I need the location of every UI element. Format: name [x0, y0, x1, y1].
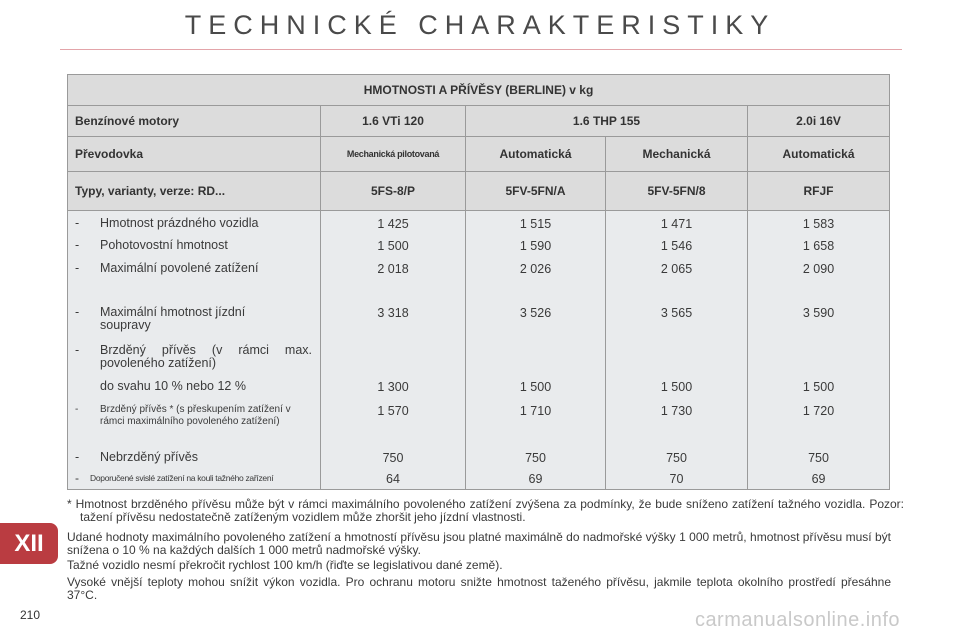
row-dash: - [75, 237, 80, 252]
table-cell: 70 [669, 471, 684, 486]
row-label-text: Brzděný přívěs * (s přeskupením zatížení… [100, 403, 291, 427]
row-label: - Nebrzděný přívěs [68, 449, 320, 464]
table-cell: 1 730 [660, 403, 693, 418]
table-row: - Brzděný přívěs * (s přeskupením zatížen… [67, 400, 891, 447]
transmission-header: Automatická [465, 136, 606, 172]
table-cell: 2 090 [802, 261, 835, 276]
table-cell: 2 065 [660, 261, 693, 276]
table-cell: 1 300 [377, 379, 409, 394]
transmission-header: Automatická [746, 136, 891, 172]
table-cell: 64 [386, 471, 400, 486]
transmission-header: Mechanická [605, 136, 748, 172]
row-label-text: do svahu 10 % nebo 12 % [100, 378, 246, 393]
transmission-label: Převodovka [67, 136, 321, 172]
row-label-text: Hmotnost prázdného vozidla [100, 216, 259, 230]
table-cell: 1 515 [519, 217, 552, 231]
table-cell: 750 [525, 450, 546, 465]
table-cell: 1 590 [519, 238, 552, 253]
table-cell: 750 [808, 450, 829, 465]
row-dash: - [75, 470, 79, 485]
engine-row: Benzínové motory 1.6 VTi 120 1.6 THP 155… [67, 105, 891, 137]
row-dash: - [75, 260, 80, 275]
table-cell: 3 565 [660, 305, 693, 320]
table-row: - Nebrzděný přívěs 750 750 750 750 [67, 446, 891, 468]
row-label: do svahu 10 % nebo 12 % [68, 378, 320, 393]
table-cell: 1 471 [660, 217, 693, 231]
row-label-text: Nebrzděný přívěs [100, 449, 198, 464]
row-label-text: Maximální hmotnost jízdní soupravy [100, 304, 246, 332]
engine-header: 1.6 THP 155 [465, 105, 748, 137]
table-cell: 1 720 [802, 403, 835, 418]
table-cell: 1 710 [519, 403, 552, 418]
table-cell: 1 500 [660, 379, 693, 394]
row-label: - Brzděný přívěs (v rámci max. povoleného… [68, 342, 320, 370]
table-row: - Maximální povolené zatížení 2 018 2 026… [67, 256, 891, 302]
table-cell: 2 018 [377, 261, 409, 276]
table-cell: 2 026 [519, 261, 552, 276]
table-cell: 1 658 [802, 238, 835, 253]
engine-label: Benzínové motory [67, 105, 321, 137]
altitude-note: Udané hodnoty maximálního povoleného zat… [67, 530, 891, 557]
title-divider [60, 49, 902, 50]
table-row: - Brzděný přívěs (v rámci max. povoleného… [67, 339, 891, 376]
temperature-note: Vysoké vnější teploty mohou snížit výkon… [67, 575, 891, 602]
transmission-row: Převodovka Mechanická pilotovaná Automat… [67, 136, 891, 172]
table-title: HMOTNOSTI A PŘÍVĚSY (BERLINE) v kg [66, 74, 891, 106]
table-cell: 750 [666, 450, 687, 465]
speed-note: Tažné vozidlo nesmí překročit rychlost 1… [67, 558, 503, 572]
row-label: - Hmotnost prázdného vozidla [68, 217, 320, 230]
row-label: - Doporučené svislé zatížení na kouli taž… [68, 470, 320, 485]
table-row: do svahu 10 % nebo 12 % 1 300 1 500 1 50… [67, 375, 891, 401]
table-cell: 1 425 [377, 217, 409, 231]
page-title: TECHNICKÉ CHARAKTERISTIKY [184, 10, 776, 40]
row-label-text: Maximální povolené zatížení [100, 260, 259, 275]
table-row: - Hmotnost prázdného vozidla 1 425 1 515 … [67, 210, 891, 234]
table-cell: 1 583 [802, 217, 835, 231]
type-header: 5FV-5FN/A [465, 171, 606, 211]
type-header: RFJF [746, 171, 891, 211]
chapter-tab: XII [0, 523, 58, 564]
table-cell: 1 546 [660, 238, 693, 253]
table-cell: 69 [811, 471, 826, 486]
types-label: Typy, varianty, verze: RD... [67, 171, 321, 211]
type-header: 5FS-8/P [320, 171, 466, 211]
watermark: carmanualsonline.info [694, 609, 900, 631]
row-dash: - [75, 342, 80, 357]
transmission-header: Mechanická pilotovaná [320, 136, 466, 172]
table-row: - Maximální hmotnost jízdní soupravy 3 31… [67, 301, 891, 340]
row-label: - Pohotovostní hmotnost [68, 237, 320, 252]
row-label: - Maximální povolené zatížení [68, 260, 320, 275]
table-cell: 1 570 [377, 403, 409, 418]
table-cell: 69 [528, 471, 543, 486]
table-row: - Pohotovostní hmotnost 1 500 1 590 1 546… [67, 233, 891, 257]
row-label: - Brzděný přívěs * (s přeskupením zatížen… [68, 404, 320, 428]
row-dash: - [75, 403, 79, 415]
row-label-text: Pohotovostní hmotnost [100, 237, 228, 252]
table-row: - Doporučené svislé zatížení na kouli taž… [67, 467, 891, 490]
row-dash: - [75, 449, 80, 464]
table-cell: 3 526 [519, 305, 552, 320]
engine-header: 2.0i 16V [746, 105, 891, 137]
page-number: 210 [20, 608, 41, 622]
engine-header: 1.6 VTi 120 [320, 105, 466, 137]
table-cell: 3 318 [377, 305, 409, 320]
table-cell: 1 500 [377, 238, 409, 253]
table-cell: 1 500 [802, 379, 835, 394]
row-label-text: Brzděný přívěs (v rámci max. povoleného … [100, 342, 312, 370]
row-dash: - [75, 304, 80, 319]
table-cell: 3 590 [802, 305, 835, 320]
weights-table: HMOTNOSTI A PŘÍVĚSY (BERLINE) v kg Benzí… [66, 74, 891, 490]
row-label: - Maximální hmotnost jízdní soupravy [68, 304, 320, 332]
table-footnote: * Hmotnost brzděného přívěsu může být v … [67, 497, 904, 524]
table-cell: 750 [382, 450, 404, 465]
table-title-row: HMOTNOSTI A PŘÍVĚSY (BERLINE) v kg [66, 74, 891, 106]
table-cell: 1 500 [519, 379, 552, 394]
types-row: Typy, varianty, verze: RD... 5FS-8/P 5FV… [67, 171, 891, 211]
row-dash: - [75, 216, 80, 230]
row-label-text: Doporučené svislé zatížení na kouli tažn… [90, 472, 274, 483]
type-header: 5FV-5FN/8 [605, 171, 748, 211]
